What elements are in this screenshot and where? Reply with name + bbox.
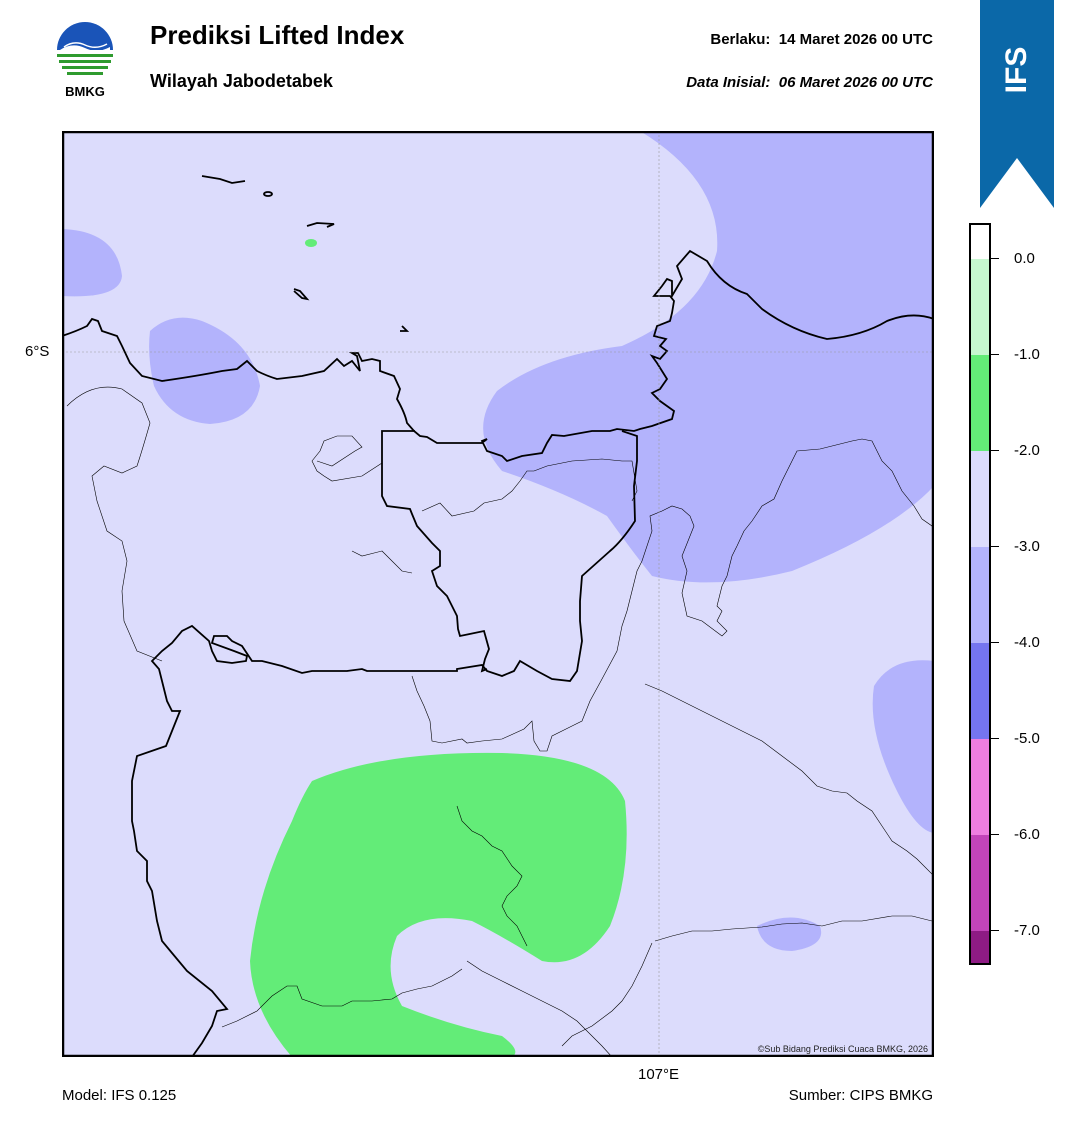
logo-text: BMKG: [65, 84, 105, 99]
colorbar-tick: -1.0: [1014, 346, 1040, 363]
colorbar-tick: -4.0: [1014, 634, 1040, 651]
page-subtitle: Wilayah Jabodetabek: [150, 71, 333, 91]
colorbar-band: [969, 739, 991, 835]
colorbar-band: [969, 451, 991, 547]
lifted-index-map: [62, 131, 934, 1057]
colorbar-band: [969, 835, 991, 931]
colorbar-band: [969, 547, 991, 643]
source-text: Sumber: CIPS BMKG: [788, 1087, 933, 1104]
valid-label: Berlaku:: [710, 31, 771, 48]
lat-label: 6°S: [25, 343, 50, 360]
regency-boundaries: [66, 386, 934, 1057]
initial-value: 06 Maret 2026 00 UTC: [778, 74, 933, 91]
contour-top-right: [483, 131, 934, 583]
contour-left-mid-blob: [149, 317, 260, 424]
model-text: Model: IFS 0.125: [62, 1087, 177, 1104]
bmkg-logo: [57, 22, 113, 75]
initial-label: Data Inisial:: [686, 74, 771, 91]
colorbar-tick: -5.0: [1014, 730, 1040, 747]
colorbar-band: [969, 223, 991, 259]
colorbar: [969, 223, 991, 965]
colorbar-tick: -3.0: [1014, 538, 1040, 555]
ifs-ribbon: [980, 0, 1054, 208]
contour-small-blob: [757, 917, 822, 951]
colorbar-band: [969, 643, 991, 739]
ifs-ribbon-label: IFS: [1000, 47, 1033, 94]
contour-left-blob: [62, 229, 122, 297]
ifs-ribbon-text: IFS: [1000, 47, 1033, 94]
map-frame: [62, 131, 934, 1057]
contour-green-small: [305, 239, 317, 247]
colorbar-tick: 0.0: [1014, 250, 1035, 267]
initial-time: Data Inisial: 06 Maret 2026 00 UTC: [686, 74, 933, 91]
contour-right-blob: [872, 660, 934, 833]
coastline: [62, 175, 934, 1057]
valid-time: Berlaku: 14 Maret 2026 00 UTC: [710, 31, 933, 48]
colorbar-band: [969, 931, 991, 965]
colorbar-tick: -6.0: [1014, 826, 1040, 843]
copyright-text: ©Sub Bidang Prediksi Cuaca BMKG, 2026: [757, 1044, 928, 1054]
contour-green-south: [250, 752, 627, 1057]
colorbar-tick: -2.0: [1014, 442, 1040, 459]
valid-value: 14 Maret 2026 00 UTC: [778, 31, 933, 48]
colorbar-tick: -7.0: [1014, 922, 1040, 939]
lon-label: 107°E: [638, 1066, 680, 1083]
page-title: Prediksi Lifted Index: [150, 20, 405, 50]
colorbar-band: [969, 355, 991, 451]
colorbar-band: [969, 259, 991, 355]
